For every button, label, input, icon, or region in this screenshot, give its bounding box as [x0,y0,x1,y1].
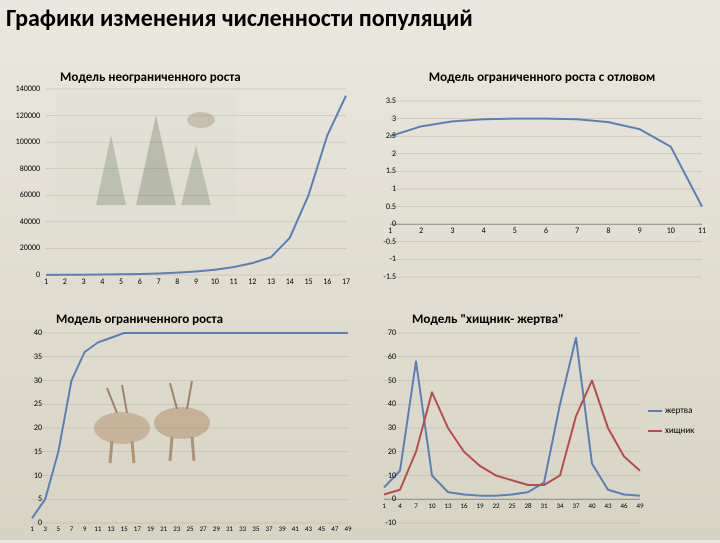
legend-predator-swatch [648,430,662,432]
chart-limited-growth-harvest: Модель ограниченного роста с отловом -1.… [362,71,716,293]
page-title: Графики изменения численности популяций [0,0,720,33]
chart2-plot: -1.5-1-0.500.511.522.533.5 1234567891011 [390,101,702,277]
chart3-title: Модель ограниченного роста [56,313,223,327]
chart1-plot: 020000400006000080000100000120000140000 … [46,89,346,275]
antelope-illustration [72,363,242,473]
chart-predator-prey: Модель "хищник- жертва" -100102030405060… [362,313,716,541]
chart2-title: Модель ограниченного роста с отловом [392,71,692,85]
chart-unlimited-growth: Модель неограниченного роста 02000040000… [6,71,358,293]
chart3-plot: 0510152025303540 13579111315171921232527… [32,333,348,523]
chart1-title: Модель неограниченного роста [60,71,241,85]
forest-illustration [56,95,236,215]
legend-prey: жертва [648,405,692,416]
charts-grid: Модель неограниченного роста 02000040000… [0,33,720,543]
chart4-title: Модель "хищник- жертва" [412,313,564,327]
legend-prey-swatch [648,410,662,412]
legend-predator-label: хищник [665,425,694,436]
chart4-plot: -10010203040506070 147101316192225283134… [384,333,640,523]
chart-limited-growth: Модель ограниченного роста 0510152025303… [6,313,358,541]
legend-predator: хищник [648,425,694,436]
legend-prey-label: жертва [665,405,692,416]
